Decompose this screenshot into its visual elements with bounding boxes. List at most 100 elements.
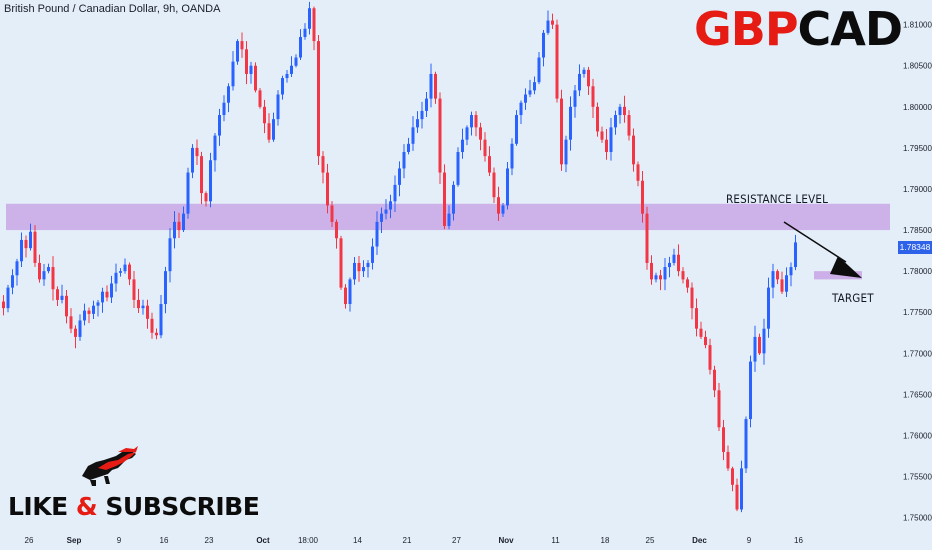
candle-body bbox=[551, 20, 554, 25]
candle-body bbox=[699, 328, 703, 337]
price-axis-label: 1.77500 bbox=[903, 308, 932, 317]
price-axis-label: 1.75000 bbox=[903, 514, 932, 523]
candle-body bbox=[533, 82, 536, 91]
candle-body bbox=[537, 57, 541, 83]
candle-body bbox=[650, 262, 653, 280]
chart-title: British Pound / Canadian Dollar, 9h, OAN… bbox=[4, 3, 221, 15]
time-axis-label: 23 bbox=[205, 536, 214, 545]
candle-body bbox=[749, 361, 752, 420]
candle-body bbox=[231, 61, 235, 87]
candle-body bbox=[573, 90, 577, 107]
last-price-badge: 1.78348 bbox=[898, 241, 932, 254]
candle-body bbox=[308, 8, 311, 29]
candle-body bbox=[726, 451, 730, 469]
time-axis-label: 27 bbox=[452, 536, 461, 545]
candle-body bbox=[119, 271, 122, 273]
candle-body bbox=[78, 320, 82, 337]
time-axis-label: 18 bbox=[601, 536, 610, 545]
candle-body bbox=[321, 156, 325, 173]
time-axis-label: 11 bbox=[551, 536, 560, 545]
candle-body bbox=[164, 271, 167, 305]
candle-body bbox=[474, 115, 478, 128]
candle-body bbox=[479, 127, 482, 140]
candle-body bbox=[38, 262, 41, 280]
candle-body bbox=[317, 41, 320, 157]
price-axis-label: 1.75500 bbox=[903, 473, 932, 482]
candle-body bbox=[488, 156, 491, 173]
price-axis-label: 1.78000 bbox=[903, 267, 932, 276]
candle-body bbox=[794, 242, 797, 268]
candle-body bbox=[740, 468, 743, 510]
candle-body bbox=[101, 291, 104, 303]
candle-body bbox=[344, 287, 347, 305]
candle-body bbox=[501, 205, 505, 214]
time-axis-label: 9 bbox=[747, 536, 752, 545]
candle-body bbox=[677, 254, 680, 272]
cta-like: LIKE bbox=[8, 492, 76, 521]
time-axis-label: 16 bbox=[160, 536, 169, 545]
candle-body bbox=[659, 275, 662, 280]
candle-body bbox=[636, 164, 640, 181]
candle-body bbox=[222, 102, 226, 116]
candle-body bbox=[609, 127, 613, 153]
candle-body bbox=[762, 328, 766, 354]
price-axis-label: 1.76000 bbox=[903, 432, 932, 441]
candle-body bbox=[155, 332, 158, 336]
candle-body bbox=[483, 139, 487, 157]
candle-body bbox=[362, 267, 365, 272]
symbol-logo-quote: CAD bbox=[797, 2, 904, 56]
candle-body bbox=[591, 86, 595, 107]
resistance-level-label: RESISTANCE LEVEL bbox=[726, 192, 829, 206]
candle-body bbox=[560, 98, 563, 165]
candle-body bbox=[407, 143, 410, 153]
candle-body bbox=[713, 369, 716, 391]
candle-body bbox=[74, 328, 77, 337]
candle-body bbox=[524, 94, 527, 103]
price-axis-label: 1.80000 bbox=[903, 103, 932, 112]
candle-body bbox=[600, 131, 604, 140]
candle-body bbox=[402, 152, 406, 169]
candle-body bbox=[735, 484, 739, 510]
candle-body bbox=[263, 106, 266, 124]
candle-body bbox=[510, 143, 514, 169]
candle-body bbox=[546, 20, 550, 33]
candle-body bbox=[542, 32, 545, 58]
like-subscribe-banner[interactable]: LIKE & SUBSCRIBE bbox=[8, 492, 260, 521]
candle-body bbox=[326, 172, 329, 206]
candle-body bbox=[290, 65, 293, 74]
candle-body bbox=[200, 156, 203, 194]
candle-body bbox=[137, 299, 140, 309]
price-axis-label: 1.79000 bbox=[903, 185, 932, 194]
candle-body bbox=[519, 102, 523, 116]
candle-body bbox=[389, 201, 392, 210]
candle-body bbox=[515, 115, 518, 144]
candle-body bbox=[465, 127, 469, 140]
candle-body bbox=[731, 468, 734, 485]
candle-body bbox=[42, 271, 46, 280]
candle-body bbox=[83, 310, 86, 321]
candle-body bbox=[627, 115, 631, 136]
candle-body bbox=[443, 172, 446, 226]
candle-body bbox=[353, 262, 356, 280]
candle-body bbox=[654, 275, 658, 280]
candle-body bbox=[708, 345, 712, 370]
candle-body bbox=[398, 168, 401, 185]
candle-body bbox=[47, 267, 50, 272]
candle-body bbox=[303, 28, 307, 37]
candle-body bbox=[789, 267, 793, 276]
candle-body bbox=[204, 193, 208, 202]
candle-body bbox=[150, 318, 154, 333]
time-axis-label: Sep bbox=[67, 536, 82, 545]
candle-body bbox=[168, 238, 172, 272]
candle-body bbox=[159, 304, 163, 336]
candle-body bbox=[92, 305, 95, 314]
candle-body bbox=[672, 254, 676, 263]
candle-body bbox=[15, 261, 19, 276]
candle-body bbox=[173, 221, 176, 239]
candle-body bbox=[335, 221, 338, 239]
candle-body bbox=[470, 115, 473, 128]
candle-body bbox=[452, 184, 455, 214]
candle-body bbox=[663, 267, 667, 280]
